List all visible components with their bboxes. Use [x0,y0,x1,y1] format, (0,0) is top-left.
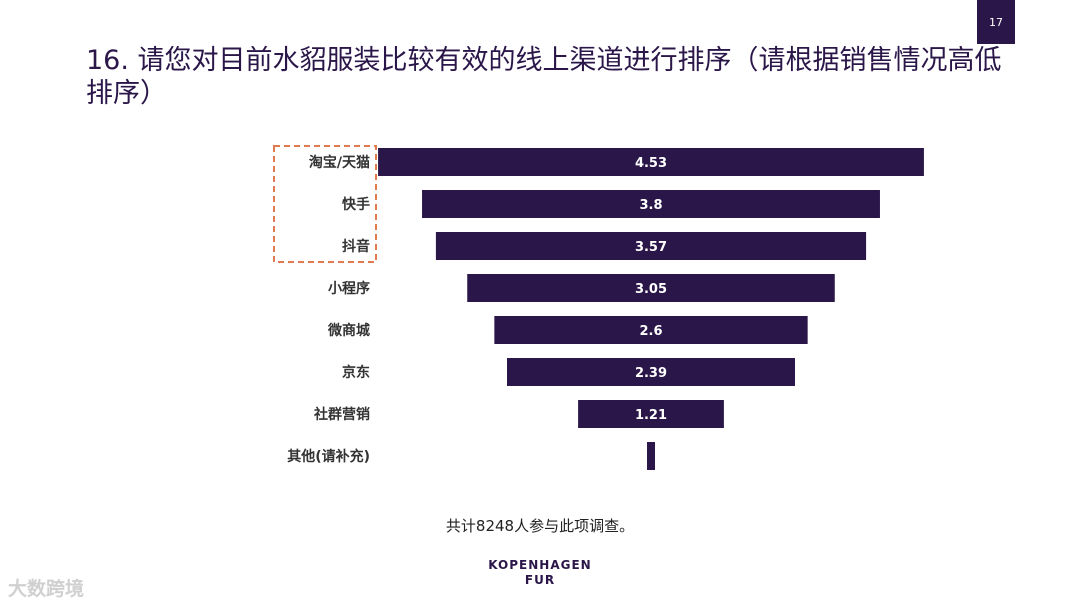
data-label-6: 1.21 [635,408,667,423]
category-label-2: 抖音 [342,238,370,255]
page-number-badge: 17 [977,0,1015,44]
data-label-4: 2.6 [639,324,662,339]
category-label-5: 京东 [342,364,370,381]
category-label-3: 小程序 [328,280,370,297]
watermark: 大数跨境 [8,578,85,600]
bar-2 [435,232,867,260]
category-label-0: 淘宝/天猫 [309,154,370,171]
page-number: 17 [989,15,1003,29]
brand-line-2: FUR [524,573,556,587]
data-label-5: 2.39 [635,366,667,381]
brand-logo: KOPENHAGEN FUR [470,558,610,588]
bar-5 [507,358,795,386]
category-label-4: 微商城 [327,322,370,339]
data-label-3: 3.05 [635,282,667,297]
data-label-2: 3.57 [635,240,667,255]
bar-0 [378,148,924,176]
category-label-7: 其他(请补充) [287,448,370,465]
data-label-1: 3.8 [639,198,662,213]
brand-line-1: KOPENHAGEN [488,558,592,572]
bar-4 [494,316,808,344]
data-label-0: 4.53 [635,156,667,171]
bar-1 [422,190,880,218]
bar-3 [467,274,835,302]
page-title: 16. 请您对目前水貂服装比较有效的线上渠道进行排序（请根据销售情况高低排序） [86,45,1002,109]
bar-6 [578,400,724,428]
category-label-6: 社群营销 [313,406,370,423]
bar-7 [647,442,655,470]
footnote: 共计8248人参与此项调查。 [445,517,635,535]
funnel-chart: 淘宝/天猫 4.53 快手 3.8 抖音 3.57 小程序 3.05 微商城 2.6 京东 2.39 社… [273,145,924,470]
category-label-1: 快手 [342,196,370,213]
highlight-box [273,145,377,263]
